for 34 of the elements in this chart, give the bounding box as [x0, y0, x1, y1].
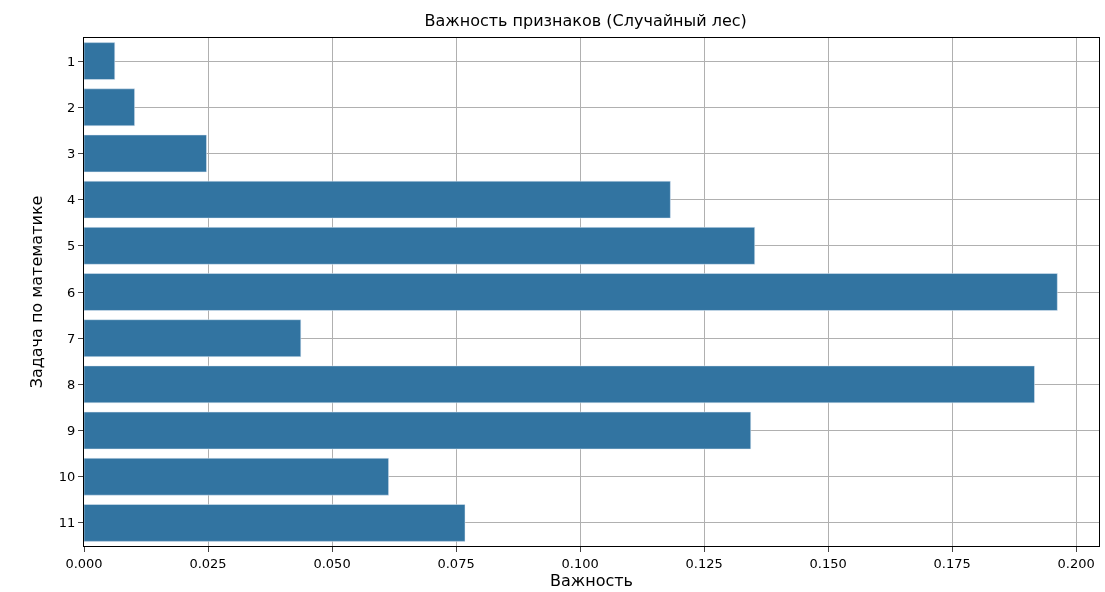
- x-tick-label: 0.200: [1057, 555, 1095, 571]
- bar: [84, 273, 1058, 311]
- y-tick-label: 10: [58, 469, 76, 485]
- x-tick-label: 0.025: [189, 555, 227, 571]
- x-axis-title: Важность: [550, 570, 633, 590]
- x-tick-label: 0.050: [313, 555, 351, 571]
- bar: [84, 88, 135, 126]
- y-tick-label: 8: [67, 376, 76, 392]
- bar: [84, 227, 755, 265]
- x-tick-label: 0.150: [809, 555, 847, 571]
- bar: [84, 42, 116, 80]
- y-axis-title: Задача по математике: [26, 195, 46, 389]
- y-tick-label: 4: [67, 192, 76, 208]
- x-tick-label: 0.175: [933, 555, 971, 571]
- y-tick-label: 1: [67, 53, 76, 69]
- bar: [84, 504, 466, 542]
- x-tick-label: 0.125: [685, 555, 723, 571]
- y-tick-label: 7: [67, 330, 76, 346]
- y-tick-label: 2: [67, 99, 76, 115]
- y-tick-label: 3: [67, 146, 76, 161]
- bar: [84, 134, 207, 173]
- bar: [84, 411, 751, 450]
- bar: [84, 458, 389, 496]
- x-tick-label: 0.100: [561, 555, 599, 571]
- x-tick-label: 0.000: [65, 555, 103, 571]
- y-tick-label: 5: [67, 238, 76, 254]
- y-tick-label: 9: [67, 423, 76, 439]
- chart-title: Важность признаков (Случайный лес): [424, 11, 747, 30]
- bar: [84, 365, 1035, 404]
- y-tick-label: 6: [67, 284, 76, 300]
- x-tick-label: 0.075: [437, 555, 475, 571]
- bar: [84, 180, 671, 219]
- y-tick-label: 11: [58, 515, 76, 531]
- bar: [84, 319, 302, 357]
